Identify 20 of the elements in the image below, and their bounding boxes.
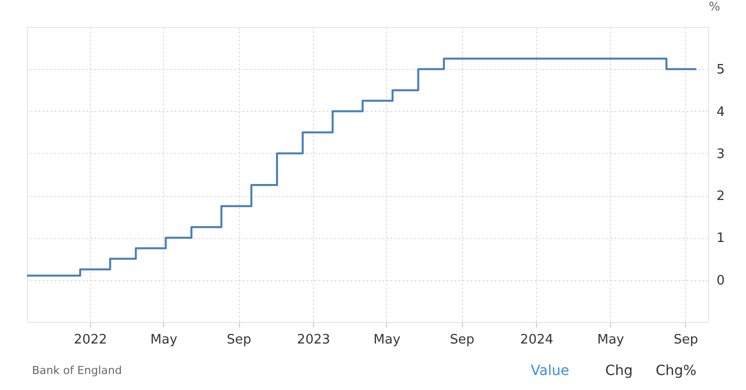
y-tick-label: 1 [716,231,725,246]
x-tick-label: Sep [450,332,474,348]
x-tick-label: 2023 [297,332,330,348]
x-tick-label: May [597,332,624,348]
y-tick-label: 3 [716,146,725,162]
text: Value [530,363,570,379]
text: Bank of England [32,364,122,377]
x-tick-label: May [150,332,178,348]
text: Chg% [656,363,696,379]
text: Chg [605,363,633,379]
y-tick-label: 0 [716,273,725,288]
y-axis-title: % [708,0,720,14]
y-tick-label: 4 [716,104,725,120]
y-tick-label: 5 [716,62,725,78]
y-tick-label: 2 [716,189,725,204]
x-tick-label: May [374,332,401,348]
x-tick-label: Sep [226,332,252,348]
x-tick-label: 2024 [520,332,554,348]
x-tick-label: Sep [674,332,698,348]
x-tick-label: 2022 [74,332,108,348]
